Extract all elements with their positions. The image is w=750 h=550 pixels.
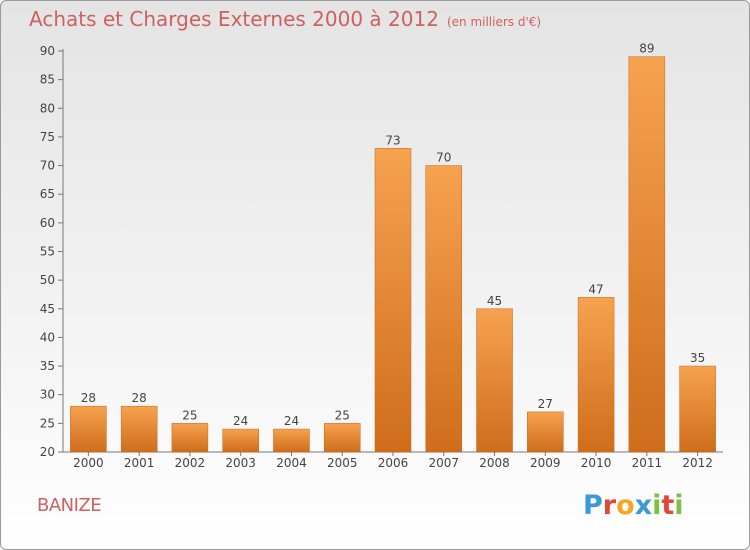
data-label: 28 — [81, 391, 96, 405]
data-label: 73 — [385, 133, 400, 147]
y-tick-label: 60 — [40, 216, 55, 230]
chart-title: Achats et Charges Externes 2000 à 2012 (e… — [29, 7, 541, 31]
bar — [425, 165, 463, 453]
logo-letter: r — [602, 490, 617, 521]
data-label: 47 — [588, 282, 603, 296]
logo-letter: i — [674, 490, 684, 521]
x-tick-label: 2004 — [276, 456, 307, 470]
logo-letter: P — [583, 490, 603, 521]
data-label: 89 — [639, 42, 654, 56]
proxiti-logo: Proxiti — [583, 490, 684, 521]
data-label: 28 — [132, 391, 147, 405]
logo-letter: t — [661, 490, 675, 521]
y-tick-label: 80 — [40, 101, 55, 115]
logo-letter: i — [652, 490, 662, 521]
x-tick-label: 2011 — [632, 456, 663, 470]
y-tick-label: 85 — [40, 73, 55, 87]
chart-bars — [70, 56, 716, 453]
x-tick-label: 2010 — [581, 456, 612, 470]
chart-subtitle: (en milliers d'€) — [446, 15, 542, 29]
data-label: 45 — [487, 294, 502, 308]
x-tick-label: 2008 — [479, 456, 510, 470]
data-label: 24 — [284, 414, 299, 428]
logo-letter: o — [616, 490, 635, 521]
bar — [577, 297, 615, 453]
y-tick-label: 65 — [40, 187, 55, 201]
data-label: 35 — [690, 351, 705, 365]
data-label: 27 — [538, 397, 553, 411]
bar — [222, 428, 259, 453]
bar — [628, 56, 666, 453]
bar — [120, 405, 158, 453]
x-tick-label: 2005 — [327, 456, 358, 470]
bar — [323, 423, 361, 453]
data-label: 25 — [182, 408, 197, 422]
y-tick-label: 55 — [40, 245, 55, 259]
chart-axes: 20 25 30 35 40 45 50 55 60 65 70 75 80 85 90 2000 2001 20… — [40, 44, 723, 470]
x-tick-label: 2001 — [124, 456, 155, 470]
y-tick-label: 40 — [40, 330, 55, 344]
bar — [476, 308, 513, 453]
y-tick-label: 50 — [40, 273, 55, 287]
y-tick-label: 70 — [40, 159, 55, 173]
chart-data-labels: 28 28 25 24 24 25 73 70 45 27 47 89 35 — [81, 42, 706, 428]
y-tick-label: 75 — [40, 130, 55, 144]
bar — [527, 411, 564, 453]
x-tick-label: 2006 — [378, 456, 409, 470]
y-tick-label: 20 — [40, 445, 55, 459]
bar — [679, 365, 716, 453]
y-tick-label: 35 — [40, 359, 55, 373]
chart-title-text: Achats et Charges Externes 2000 à 2012 — [29, 7, 439, 31]
bar — [171, 423, 209, 453]
x-tick-label: 2003 — [225, 456, 256, 470]
data-label: 25 — [335, 408, 350, 422]
x-tick-label: 2012 — [682, 456, 713, 470]
x-tick-label: 2009 — [530, 456, 561, 470]
x-tick-label: 2000 — [73, 456, 104, 470]
bar — [374, 148, 412, 453]
bar — [70, 405, 107, 453]
commune-name: BANIZE — [37, 495, 102, 516]
bar — [273, 428, 310, 453]
y-tick-label: 25 — [40, 416, 55, 430]
x-tick-label: 2007 — [428, 456, 459, 470]
y-tick-label: 90 — [40, 44, 55, 58]
data-label: 24 — [233, 414, 248, 428]
x-tick-label: 2002 — [175, 456, 206, 470]
y-tick-label: 30 — [40, 388, 55, 402]
data-label: 70 — [436, 151, 451, 165]
logo-letter: x — [634, 490, 653, 521]
y-tick-label: 45 — [40, 302, 55, 316]
